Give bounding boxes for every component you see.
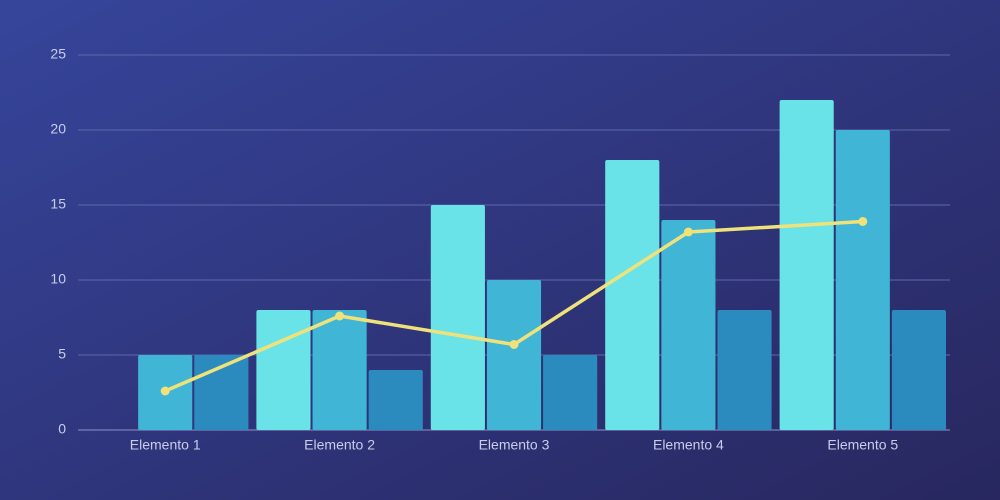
line-point [683, 227, 693, 237]
bar [543, 355, 598, 430]
line-point [335, 311, 345, 321]
x-tick-label: Elemento 1 [130, 437, 201, 453]
bar [430, 205, 485, 430]
x-tick-label: Elemento 5 [827, 437, 898, 453]
x-tick-label: Elemento 3 [479, 437, 550, 453]
bar [661, 220, 716, 430]
y-tick-label: 0 [58, 421, 66, 437]
y-tick-label: 25 [50, 46, 66, 62]
bar [368, 370, 423, 430]
bar [717, 310, 772, 430]
bar [486, 280, 542, 430]
bar [779, 100, 834, 430]
bar [891, 310, 946, 430]
line-point [858, 217, 868, 226]
x-tick-label: Elemento 2 [304, 437, 375, 453]
bar [605, 160, 660, 430]
bar [312, 310, 367, 430]
bar [256, 310, 311, 430]
y-tick-label: 15 [50, 196, 66, 212]
y-tick-label: 20 [50, 121, 66, 137]
y-tick-label: 5 [58, 346, 66, 362]
line-point [160, 386, 170, 396]
bar [835, 130, 890, 430]
y-tick-label: 10 [50, 271, 66, 287]
x-tick-label: Elemento 4 [653, 437, 724, 453]
line-point [509, 340, 519, 349]
